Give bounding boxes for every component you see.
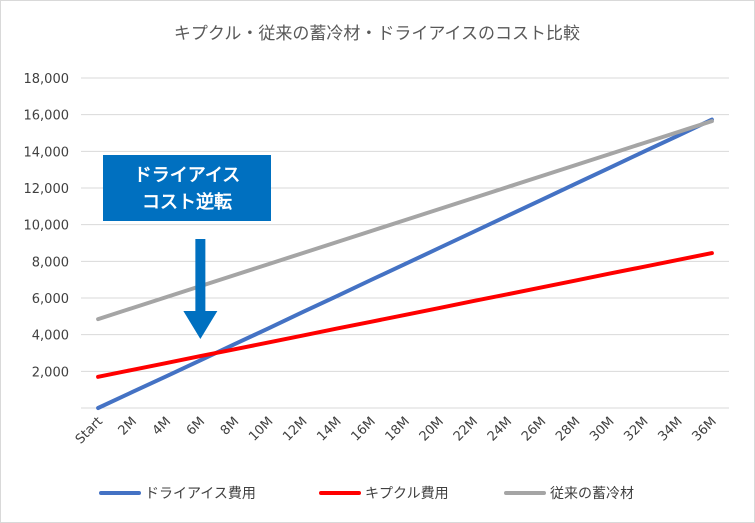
x-tick-label: 2M (116, 414, 140, 438)
legend-label-0: ドライアイス費用 (145, 486, 256, 502)
y-tick-label: 8,000 (32, 255, 69, 270)
y-tick-label: 12,000 (24, 182, 70, 197)
x-tick-label: 16M (348, 414, 378, 444)
x-tick-label: 4M (150, 414, 174, 438)
y-tick-label: 2,000 (32, 365, 69, 380)
callout-text-line-1: ドライアイス (134, 165, 241, 186)
legend: ドライアイス費用 キプクル費用 従来の蓄冷材 (99, 486, 634, 502)
x-tick-label: 22M (451, 414, 481, 444)
cost-reversal-callout: ドライアイス コスト逆転 (103, 155, 271, 339)
y-tick-label: 16,000 (24, 109, 70, 124)
callout-down-arrow (183, 239, 218, 339)
grid-lines (81, 77, 729, 372)
x-tick-label: 14M (314, 414, 344, 444)
callout-text-line-2: コスト逆転 (142, 191, 232, 213)
x-tick-label: 20M (417, 414, 447, 444)
x-tick-label: 8M (218, 414, 242, 438)
series-line-1 (96, 251, 714, 379)
legend-label-1: キプクル費用 (365, 486, 449, 502)
y-tick-label: 10,000 (24, 219, 70, 234)
x-tick-label: 10M (246, 414, 276, 444)
x-tick-label: 36M (690, 414, 720, 444)
x-axis-ticks: Start 2M 4M 6M 8M 10M 12M 14M 16M 18M 20M 22M 24M 26M… (73, 414, 720, 447)
x-tick-label: 18M (383, 414, 413, 444)
x-tick-label: 32M (621, 414, 651, 444)
y-tick-label: 14,000 (24, 145, 70, 160)
x-tick-label: 30M (587, 414, 617, 444)
y-tick-label: 4,000 (32, 329, 69, 344)
y-tick-label: 18,000 (24, 72, 70, 87)
x-tick-label: 28M (553, 414, 583, 444)
y-tick-label: 6,000 (32, 292, 69, 307)
x-tick-label: 12M (280, 414, 310, 444)
legend-label-2: 従来の蓄冷材 (550, 486, 634, 502)
x-tick-label: 26M (519, 414, 549, 444)
series-line-0 (96, 117, 714, 410)
x-tick-label: Start (73, 414, 106, 447)
x-tick-label: 34M (655, 414, 685, 444)
callout-box (103, 155, 271, 221)
chart-title: キプクル・従来の蓄冷材・ドライアイスのコスト比較 (174, 24, 580, 44)
x-tick-label: 24M (485, 414, 515, 444)
y-axis-ticks: 2,000 4,000 6,000 8,000 10,000 12,000 14,000 16… (24, 72, 70, 380)
x-tick-label: 6M (184, 414, 208, 438)
